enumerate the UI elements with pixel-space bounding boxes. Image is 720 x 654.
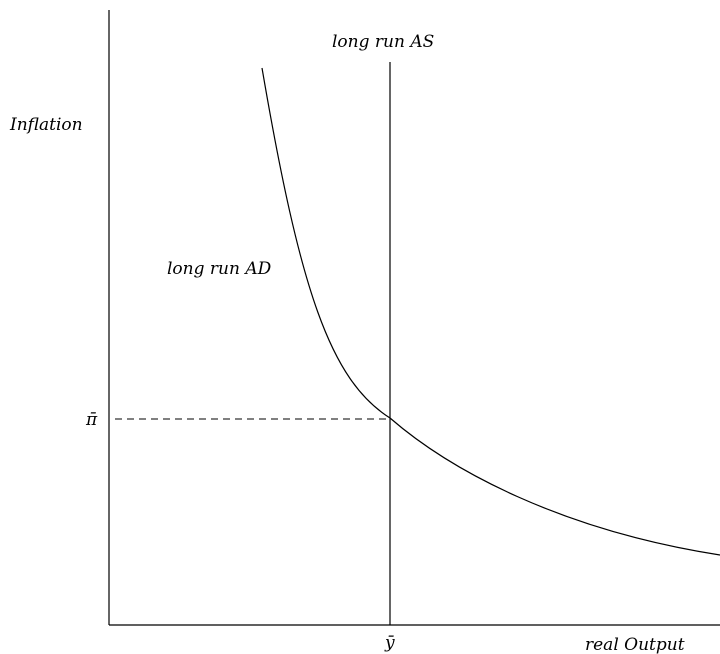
x-axis-label: real Output [585,635,685,654]
long-run-as-label: long run AS [332,32,434,52]
y-bar-label: ȳ [384,633,395,653]
long-run-ad-curve [261,67,720,556]
pi-bar-label: π̄ [85,410,98,430]
y-axis-label: Inflation [9,115,83,135]
long-run-ad-label: long run AD [167,259,272,279]
